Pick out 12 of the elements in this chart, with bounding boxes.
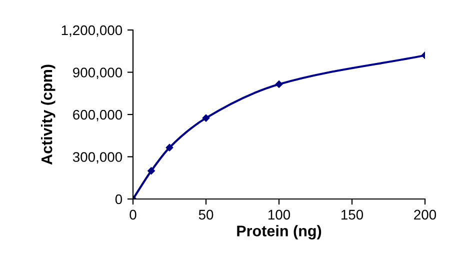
y-tick-label: 0 — [115, 194, 122, 204]
y-tick-label: 900,000 — [73, 68, 122, 80]
y-tick-label: 300,000 — [72, 152, 122, 164]
y-axis-title: Activity (cpm) — [41, 64, 56, 165]
x-tick-label: 50 — [198, 210, 214, 220]
y-tick-label: 600,000 — [73, 110, 122, 122]
x-tick-label: 200 — [414, 210, 436, 220]
x-tick-label: 0 — [130, 210, 136, 220]
x-axis-title: Protein (ng) — [237, 225, 322, 240]
y-tick-label: 1,200,000 — [62, 25, 122, 37]
x-tick-label: 150 — [341, 210, 364, 220]
x-tick-label: 100 — [268, 210, 290, 220]
